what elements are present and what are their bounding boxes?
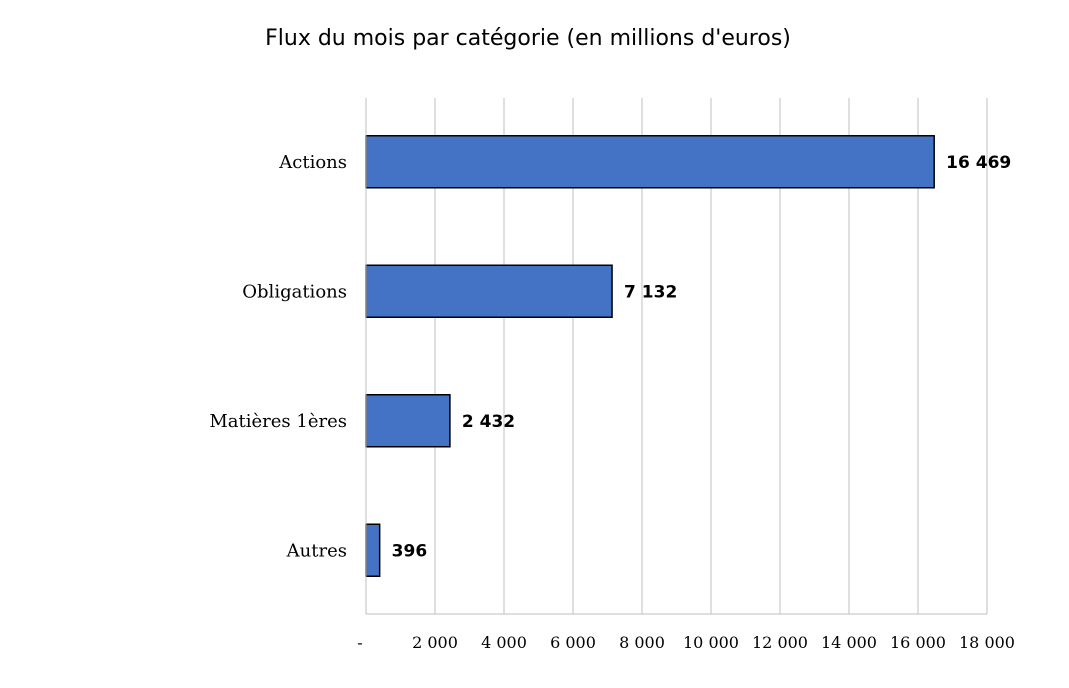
bar-2 — [365, 264, 613, 318]
bar-3 — [365, 394, 451, 448]
bar-4 — [365, 523, 381, 577]
category-label-3: Matières 1ères — [209, 411, 347, 432]
category-label-4: Autres — [286, 540, 347, 561]
x-tick-label-9: 18 000 — [959, 633, 1015, 652]
x-tick-label-2: 4 000 — [481, 633, 527, 652]
x-tick-label-5: 10 000 — [683, 633, 739, 652]
x-tick-label-4: 8 000 — [619, 633, 665, 652]
data-label-4: 396 — [392, 541, 428, 561]
data-label-2: 7 132 — [624, 282, 677, 302]
bar-1 — [365, 135, 935, 189]
data-label-3: 2 432 — [462, 412, 515, 432]
category-label-1: Actions — [278, 152, 347, 173]
x-tick-label-7: 14 000 — [821, 633, 877, 652]
x-tick-label-6: 12 000 — [752, 633, 808, 652]
x-tick-label-0: - — [357, 633, 362, 652]
data-label-1: 16 469 — [946, 153, 1011, 173]
x-tick-label-8: 16 000 — [890, 633, 946, 652]
chart-title: Flux du mois par catégorie (en millions … — [265, 26, 791, 51]
x-tick-label-1: 2 000 — [412, 633, 458, 652]
category-label-2: Obligations — [242, 281, 347, 302]
x-tick-label-3: 6 000 — [550, 633, 596, 652]
